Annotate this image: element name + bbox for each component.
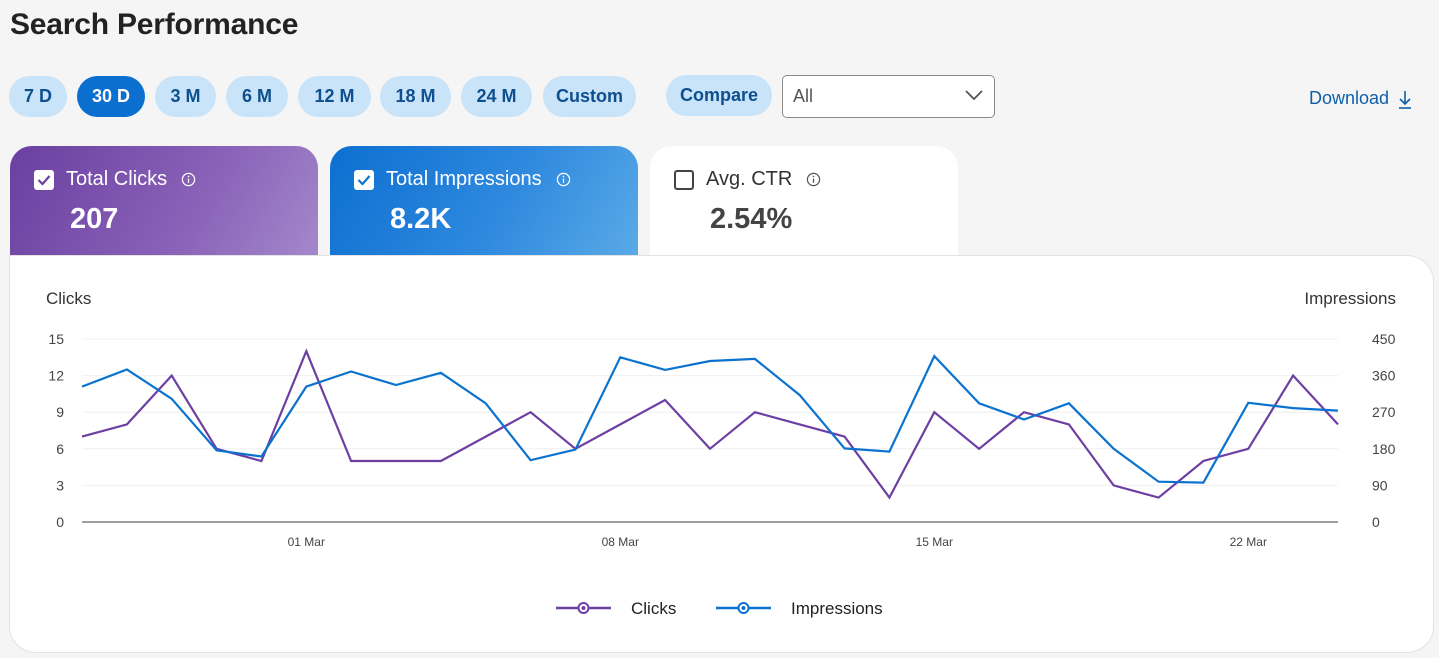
chart-panel: 0 3 6 9 12 15 0 90 180 270 360 450 Clicks Impressions… (10, 256, 1433, 652)
series-line-impressions (81, 354, 1339, 484)
left-axis-title: Clicks (46, 289, 91, 308)
series-line-clicks (81, 348, 1339, 500)
chevron-down-icon (965, 90, 983, 101)
right-axis-tick-label: 90 (1372, 477, 1388, 493)
left-axis-tick-label: 6 (56, 441, 64, 457)
filter-select[interactable]: All (782, 75, 995, 118)
range-button-30d[interactable]: 30 D (77, 76, 145, 117)
ctr-card-value: 2.54% (710, 203, 793, 235)
impressions-checkbox[interactable] (354, 169, 374, 190)
metric-card-ctr[interactable]: Avg. CTR 2.54% (650, 146, 958, 256)
right-axis-tick-label: 180 (1372, 441, 1396, 457)
left-axis-tick-label: 0 (56, 514, 64, 530)
right-axis-tick-label: 360 (1372, 368, 1396, 384)
info-icon[interactable] (806, 172, 821, 187)
right-axis-tick-label: 0 (1372, 514, 1380, 530)
range-button-18m[interactable]: 18 M (380, 76, 451, 117)
info-icon[interactable] (181, 172, 196, 187)
x-axis-tick-label: 15 Mar (916, 535, 953, 549)
download-label: Download (1309, 88, 1390, 108)
impressions-card-label: Total Impressions (386, 168, 542, 190)
legend-label-clicks: Clicks (631, 599, 676, 618)
range-button-3m[interactable]: 3 M (155, 76, 216, 117)
left-axis-tick-label: 9 (56, 404, 64, 420)
metric-card-clicks[interactable]: Total Clicks 207 (10, 146, 318, 256)
download-icon (1399, 90, 1412, 109)
right-axis-tick-label: 450 (1372, 331, 1396, 347)
page-title: Search Performance (10, 8, 299, 41)
info-icon[interactable] (556, 172, 571, 187)
x-axis-tick-label: 22 Mar (1230, 535, 1267, 549)
clicks-card-value: 207 (70, 203, 119, 235)
compare-button[interactable]: Compare (666, 75, 772, 116)
right-axis-tick-label: 270 (1372, 404, 1396, 420)
range-button-7d[interactable]: 7 D (9, 76, 67, 117)
impressions-card-value: 8.2K (390, 203, 452, 235)
left-axis-tick-label: 12 (48, 368, 64, 384)
ctr-checkbox[interactable] (674, 169, 694, 190)
checkmark-icon (357, 174, 371, 186)
left-axis-tick-label: 3 (56, 477, 64, 493)
left-axis-tick-label: 15 (48, 331, 64, 347)
metric-card-impressions[interactable]: Total Impressions 8.2K (330, 146, 638, 256)
checkmark-icon (37, 174, 51, 186)
range-button-12m[interactable]: 12 M (298, 76, 371, 117)
clicks-card-label: Total Clicks (66, 168, 168, 190)
download-link[interactable]: Download (1309, 88, 1413, 109)
legend-label-impressions: Impressions (791, 599, 883, 618)
clicks-checkbox[interactable] (34, 169, 54, 190)
range-button-24m[interactable]: 24 M (461, 76, 532, 117)
legend-marker-dot-impressions (741, 606, 746, 610)
range-button-6m[interactable]: 6 M (226, 76, 288, 117)
x-axis-tick-label: 08 Mar (602, 535, 639, 549)
range-button-custom[interactable]: Custom (543, 76, 636, 117)
performance-chart: 0 3 6 9 12 15 0 90 180 270 360 450 Clicks Impressions… (46, 289, 1396, 618)
legend-marker-dot-clicks (581, 606, 586, 610)
ctr-card-label: Avg. CTR (706, 168, 793, 190)
x-axis-tick-label: 01 Mar (288, 535, 325, 549)
filter-select-value: All (793, 86, 814, 106)
right-axis-title: Impressions (1304, 289, 1396, 308)
